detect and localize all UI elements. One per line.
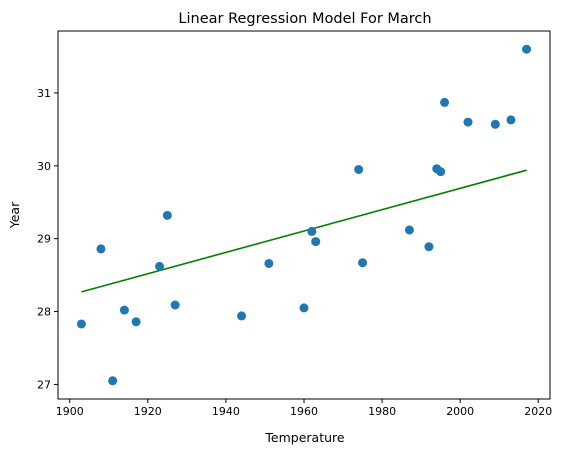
data-point xyxy=(264,258,274,268)
data-point xyxy=(436,167,446,177)
data-point xyxy=(119,305,129,315)
data-point xyxy=(358,258,368,268)
data-point xyxy=(307,226,317,236)
x-tick-label: 1940 xyxy=(212,405,240,418)
data-point xyxy=(131,317,141,327)
data-point xyxy=(490,119,500,129)
regression-line xyxy=(81,169,527,293)
y-tick-label: 31 xyxy=(37,87,51,100)
x-axis-label: Temperature xyxy=(264,430,344,445)
data-point xyxy=(463,117,473,127)
plot-area xyxy=(57,30,551,400)
x-tick-label: 1920 xyxy=(134,405,162,418)
data-point xyxy=(311,237,321,247)
y-tick-label: 30 xyxy=(37,160,51,173)
regression-line-group xyxy=(81,169,527,293)
x-tick-label: 1980 xyxy=(368,405,396,418)
chart-title: Linear Regression Model For March xyxy=(178,11,431,27)
y-tick-label: 28 xyxy=(37,306,51,319)
data-point xyxy=(404,225,414,235)
data-point xyxy=(354,164,364,174)
data-point xyxy=(155,261,165,271)
data-point xyxy=(76,319,86,329)
x-tick-label: 2000 xyxy=(446,405,474,418)
data-point xyxy=(299,303,309,313)
data-point xyxy=(170,300,180,310)
data-point xyxy=(108,376,118,386)
data-point xyxy=(522,44,532,54)
scatter-points-group xyxy=(76,44,532,386)
y-axis: 27 28 29 30 31 xyxy=(37,87,58,391)
y-tick-label: 29 xyxy=(37,233,51,246)
y-axis-label: Year xyxy=(7,201,22,229)
x-axis: 1900 1920 1940 1960 1980 2000 2020 xyxy=(56,399,552,418)
x-tick-label: 1900 xyxy=(56,405,84,418)
x-tick-label: 1960 xyxy=(290,405,318,418)
data-point xyxy=(440,97,450,107)
data-point xyxy=(506,115,516,125)
data-point xyxy=(424,242,434,252)
y-tick-label: 27 xyxy=(37,378,51,391)
data-point xyxy=(162,210,172,220)
data-point xyxy=(96,244,106,254)
x-tick-label: 2020 xyxy=(524,405,552,418)
data-point xyxy=(237,311,247,321)
